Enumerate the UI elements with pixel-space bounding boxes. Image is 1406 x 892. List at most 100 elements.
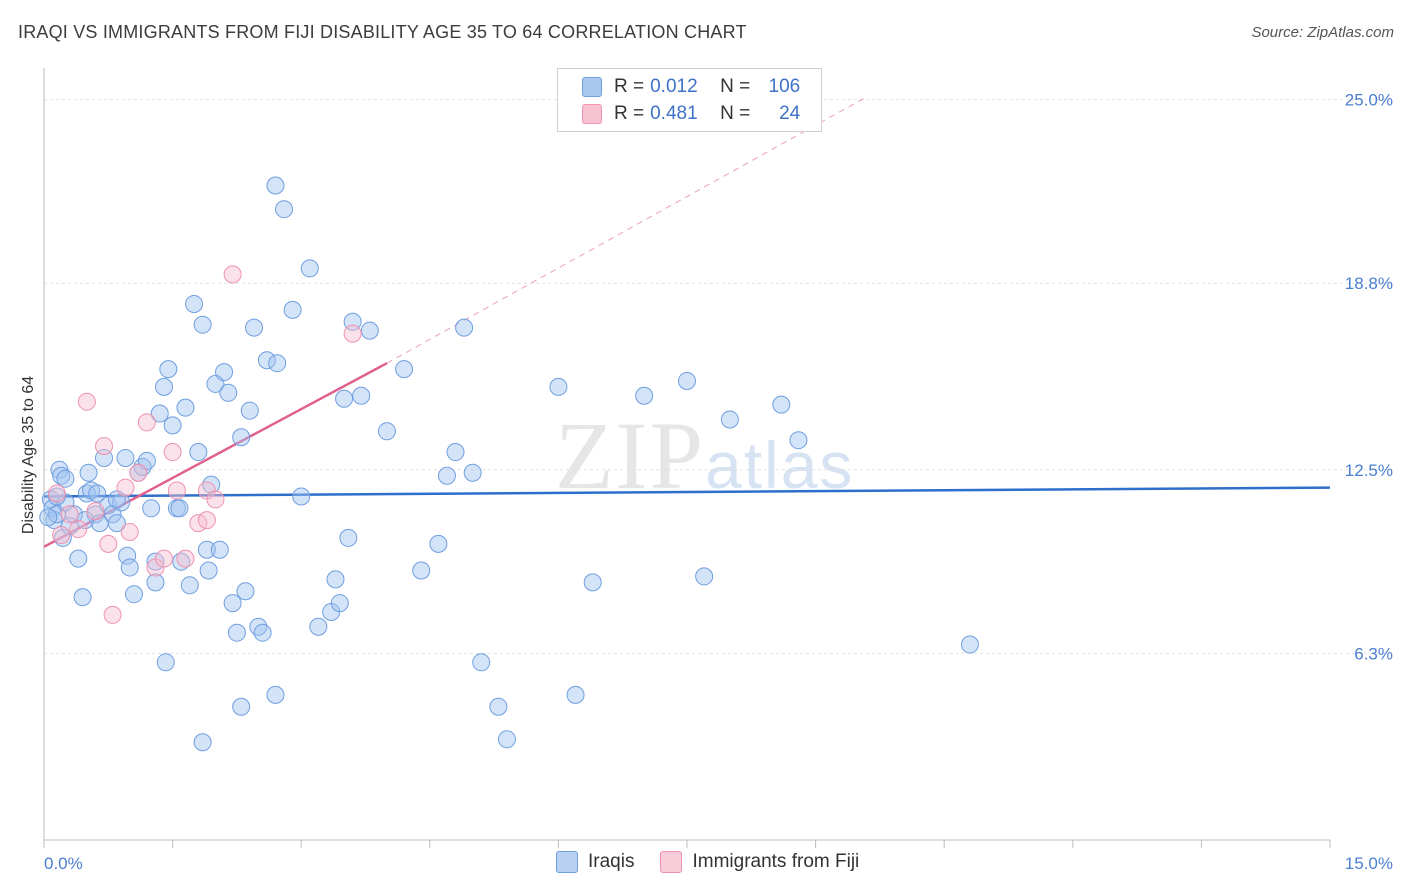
point-iraqis [463, 463, 482, 482]
point-iraqis [146, 573, 165, 592]
point-iraqis [155, 377, 174, 396]
point-fiji [99, 534, 118, 553]
y-tick-label: 25.0% [1345, 91, 1393, 110]
point-iraqis [245, 318, 264, 337]
point-iraqis [678, 371, 696, 390]
point-iraqis [116, 448, 135, 467]
legend-n-label: N = [720, 76, 751, 97]
legend-n-value: 24 [779, 103, 801, 124]
point-iraqis [236, 582, 255, 601]
legend-item-iraqis[interactable]: Iraqis [556, 851, 634, 873]
point-iraqis [189, 443, 208, 462]
gridlines [44, 99, 1393, 654]
trend-line-iraqis [43, 486, 1331, 498]
trend-lines [43, 96, 1331, 548]
point-iraqis [960, 635, 979, 654]
point-iraqis [300, 259, 319, 278]
point-iraqis [283, 300, 302, 319]
y-tick-label: 6.3% [1354, 644, 1393, 663]
x-tick-label: 15.0% [1345, 854, 1393, 873]
series-legend: Iraqis Immigrants from Fiji [556, 851, 885, 873]
point-fiji [60, 505, 79, 524]
point-iraqis [176, 398, 195, 417]
point-iraqis [197, 540, 216, 559]
point-iraqis [193, 315, 212, 334]
point-iraqis [232, 697, 251, 716]
legend-swatch-iraqis [582, 77, 602, 97]
point-iraqis [266, 685, 285, 704]
point-iraqis [180, 576, 199, 595]
legend-r-label: R = [614, 103, 645, 124]
point-iraqis [76, 511, 95, 530]
legend-r-label: R = [614, 76, 645, 97]
point-iraqis [489, 697, 508, 716]
point-iraqis [232, 428, 251, 447]
point-iraqis [352, 386, 371, 405]
point-fiji [176, 549, 195, 568]
point-fiji [155, 549, 174, 568]
point-iraqis [412, 561, 431, 580]
point-iraqis [330, 594, 349, 613]
point-iraqis [73, 588, 92, 607]
point-iraqis [39, 508, 58, 527]
point-iraqis [118, 546, 137, 565]
point-iraqis [210, 540, 229, 559]
point-iraqis [789, 431, 808, 450]
point-iraqis [292, 487, 311, 506]
point-fiji [103, 605, 122, 624]
trend-line-fiji [43, 362, 388, 548]
point-fiji [197, 511, 216, 530]
point-iraqis [266, 176, 285, 195]
point-iraqis [185, 294, 204, 313]
point-fiji [95, 437, 114, 456]
point-fiji [52, 525, 71, 544]
point-fiji [343, 324, 362, 343]
point-iraqis [472, 653, 491, 672]
point-fiji [120, 523, 139, 541]
data-points [39, 176, 979, 752]
legend-n-value: 106 [768, 76, 801, 97]
point-iraqis [125, 585, 144, 604]
legend-item-fiji[interactable]: Immigrants from Fiji [660, 851, 859, 873]
point-fiji [86, 502, 105, 521]
point-iraqis [199, 561, 218, 580]
point-iraqis [253, 623, 272, 642]
point-iraqis [79, 463, 98, 482]
point-fiji [163, 443, 182, 462]
point-iraqis [497, 730, 516, 749]
point-fiji [47, 484, 66, 503]
point-iraqis [275, 200, 294, 219]
point-iraqis [583, 573, 602, 592]
point-iraqis [156, 653, 175, 672]
y-tick-label: 18.8% [1345, 274, 1393, 293]
point-iraqis [107, 514, 126, 533]
legend-swatch-iraqis [556, 851, 578, 873]
point-iraqis [88, 484, 107, 503]
legend-label-iraqis: Iraqis [588, 851, 635, 872]
axis-labels: 6.3% 12.5% 18.8% 25.0% 0.0% 15.0% Disability A… [20, 91, 1393, 873]
y-tick-label: 12.5% [1345, 461, 1393, 480]
point-iraqis [437, 466, 456, 485]
point-iraqis [50, 460, 69, 479]
point-iraqis [215, 363, 234, 382]
legend-r-value: 0.481 [650, 103, 698, 124]
point-iraqis [720, 410, 739, 429]
point-fiji [69, 520, 88, 539]
axes [43, 68, 1331, 848]
point-iraqis [566, 685, 585, 704]
point-iraqis [240, 401, 259, 420]
legend-row-iraqis: R = 0.012 N = 106 [582, 74, 800, 100]
y-axis-label: Disability Age 35 to 64 [20, 376, 37, 534]
point-iraqis [335, 389, 354, 408]
point-iraqis [193, 733, 212, 752]
trend-extension-fiji [386, 96, 868, 364]
point-iraqis [120, 558, 139, 577]
point-iraqis [142, 499, 161, 518]
point-iraqis [257, 351, 276, 370]
x-tick-label: 0.0% [44, 854, 83, 873]
point-iraqis [339, 528, 358, 547]
point-iraqis [227, 623, 246, 642]
point-fiji [137, 413, 156, 432]
point-iraqis [56, 469, 75, 488]
point-iraqis [163, 416, 182, 435]
